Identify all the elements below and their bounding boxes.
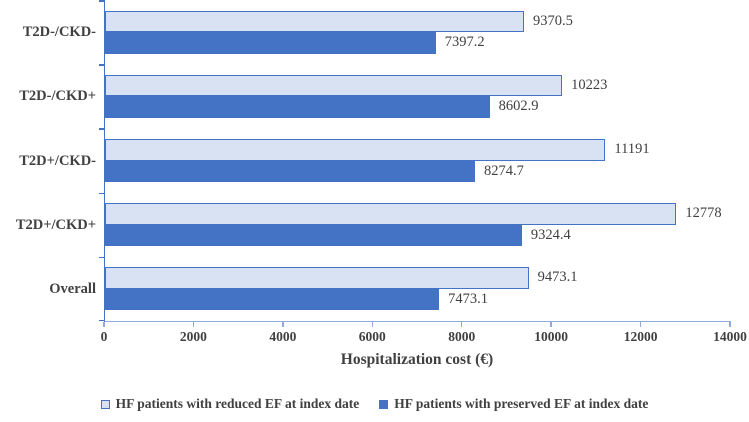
x-axis-tick-label: 8000 <box>448 329 476 344</box>
bar-value-label: 11191 <box>614 141 650 157</box>
y-axis-tick <box>98 256 104 259</box>
category-label: T2D-/CKD- <box>22 24 96 41</box>
legend-swatch-reduced-ef <box>100 399 110 409</box>
legend-item-reduced-ef: HF patients with reduced EF at index dat… <box>100 396 360 412</box>
x-axis-tick-label: 14000 <box>713 329 747 344</box>
bar-reduced-ef <box>105 74 563 97</box>
x-axis: 0 2000 4000 6000 8000 10000 12000 14000 <box>100 322 747 352</box>
category-label: T2D+/CKD- <box>19 152 96 169</box>
x-axis-tick <box>639 322 642 327</box>
bar-reduced-ef <box>105 10 524 33</box>
bar-value-label: 12778 <box>685 205 722 222</box>
legend-swatch-preserved-ef <box>379 399 389 409</box>
bar-preserved-ef <box>105 160 475 182</box>
x-axis-tick <box>729 322 731 327</box>
bar-reduced-ef <box>105 139 606 161</box>
bar-value-label: 9473.1 <box>537 269 578 286</box>
y-axis-tick <box>98 319 104 321</box>
x-axis-tick-label: 12000 <box>623 329 658 344</box>
x-axis-tick-label: 0 <box>100 329 108 344</box>
legend-item-preserved-ef: HF patients with preserved EF at index d… <box>379 396 648 412</box>
y-axis-tick <box>98 0 104 2</box>
x-axis-tick <box>550 322 552 327</box>
x-axis-tick <box>192 322 195 327</box>
y-axis-tick <box>98 128 104 130</box>
x-axis-tick-label: 2000 <box>179 329 207 344</box>
bar-preserved-ef <box>105 96 490 118</box>
bar-value-label: 8274.7 <box>483 162 524 179</box>
x-axis-tick <box>282 322 284 327</box>
bar-value-label: 9324.4 <box>530 226 571 243</box>
bar-preserved-ef <box>105 288 440 311</box>
y-axis-tick <box>98 64 104 66</box>
bar-preserved-ef <box>105 224 522 247</box>
x-axis-tick <box>103 322 105 327</box>
x-axis-tick-label: 6000 <box>358 329 386 344</box>
y-axis-tick <box>98 192 104 195</box>
category-label: Overall <box>49 280 96 297</box>
bar-reduced-ef <box>105 267 529 289</box>
x-axis-tick <box>371 322 374 327</box>
x-axis-title: Hospitalization cost (€) <box>340 351 494 368</box>
legend-label-reduced-ef: HF patients with reduced EF at index dat… <box>115 396 360 411</box>
category-label: T2D-/CKD+ <box>19 88 96 105</box>
x-axis-tick-label: 10000 <box>534 329 569 344</box>
plot-area: 9370.5 7397.2 10223 8602.9 11191 8274.7 12778 9… <box>98 0 731 322</box>
bar-preserved-ef <box>105 32 436 54</box>
y-axis-category-labels: T2D-/CKD- T2D-/CKD+ T2D+/CKD- T2D+/CKD+ Over… <box>0 0 96 321</box>
legend-label-preserved-ef: HF patients with preserved EF at index d… <box>394 396 649 411</box>
legend: HF patients with reduced EF at index dat… <box>0 396 749 412</box>
bar-value-label: 8602.9 <box>498 98 539 115</box>
category-label: T2D+/CKD+ <box>15 216 96 233</box>
x-axis-tick <box>460 322 463 327</box>
x-axis-tick-label: 4000 <box>269 329 297 344</box>
bar-value-label: 9370.5 <box>532 12 573 29</box>
bar-value-label: 7397.2 <box>444 34 485 51</box>
bar-reduced-ef <box>105 203 677 225</box>
bar-value-label: 10223 <box>571 76 608 93</box>
bar-value-label: 7473.1 <box>448 290 489 307</box>
